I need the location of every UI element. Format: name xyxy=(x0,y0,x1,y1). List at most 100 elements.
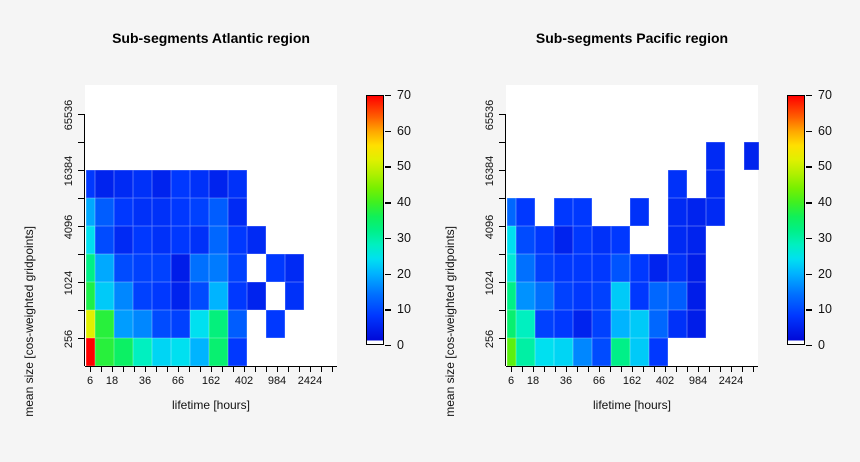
heatmap-cell xyxy=(95,254,114,282)
heatmap-cell xyxy=(516,338,535,366)
heatmap-cell xyxy=(95,170,114,198)
heatmap-cell xyxy=(133,310,152,338)
heatmap-cell xyxy=(114,282,133,310)
x-axis-tick xyxy=(610,367,612,372)
x-axis-tick xyxy=(266,367,268,372)
colorbar-tick-label: 0 xyxy=(818,338,825,352)
x-axis-tick xyxy=(731,367,733,372)
heatmap-cell xyxy=(611,282,630,310)
colorbar-tick xyxy=(806,130,812,133)
heatmap-cell xyxy=(507,282,516,310)
heatmap-cell xyxy=(171,170,190,198)
heatmap-cell xyxy=(706,142,725,170)
x-axis-tick xyxy=(233,367,235,372)
heatmap-cell xyxy=(152,170,171,198)
heatmap-cell xyxy=(507,338,516,366)
heatmap-cell xyxy=(190,254,209,282)
heatmap-cell xyxy=(190,170,209,198)
heatmap-cell xyxy=(668,310,687,338)
heatmap-cell xyxy=(516,226,535,254)
y-axis-tick xyxy=(499,170,505,172)
y-axis-tick xyxy=(499,142,505,144)
y-axis-label-text: mean size [cos-weighted gridpoints] xyxy=(443,225,457,417)
heatmap-cell xyxy=(152,226,171,254)
heatmap-cell xyxy=(687,310,706,338)
heatmap-cell xyxy=(535,254,554,282)
heatmap-cell xyxy=(190,310,209,338)
heatmap-cell xyxy=(649,338,668,366)
heatmap-cell xyxy=(95,282,114,310)
y-axis-tick xyxy=(78,198,84,200)
x-axis-tick xyxy=(90,367,92,372)
y-axis-tick xyxy=(499,282,505,284)
x-tick-label: 66 xyxy=(171,375,185,387)
colorbar-tick xyxy=(385,237,391,240)
colorbar-tick-label: 60 xyxy=(818,123,832,138)
y-axis-tick xyxy=(499,254,505,256)
x-axis-tick xyxy=(632,367,634,372)
heatmap-cell xyxy=(266,310,285,338)
y-axis-line xyxy=(83,114,85,366)
heatmap-cell xyxy=(152,338,171,366)
x-axis-tick xyxy=(720,367,722,372)
y-tick-label: 65536 xyxy=(63,99,75,130)
heatmap-cell xyxy=(114,338,133,366)
x-axis-tick xyxy=(321,367,323,372)
heatmap-cell xyxy=(573,282,592,310)
x-axis-tick xyxy=(288,367,290,372)
heatmap-cell xyxy=(573,310,592,338)
colorbar-tick xyxy=(806,345,812,347)
x-axis-label-atlantic: lifetime [hours] xyxy=(171,398,251,412)
x-tick-label: 36 xyxy=(138,375,152,387)
colorbar-tick xyxy=(385,166,391,168)
heatmap-cell xyxy=(171,198,190,226)
x-tick-label: 18 xyxy=(105,375,119,387)
y-tick-label: 65536 xyxy=(484,99,496,130)
heatmap-cell xyxy=(133,282,152,310)
heatmap-cell xyxy=(611,254,630,282)
plot-area-pacific: 6 18 36 66 162 402 984 2424 256 1024 4096 16384 6553… xyxy=(484,85,759,387)
colorbar-tick xyxy=(806,309,812,311)
y-axis-tick xyxy=(78,310,84,312)
heatmap-cell xyxy=(190,226,209,254)
x-tick-label: 402 xyxy=(234,375,254,387)
colorbar-tick xyxy=(385,130,391,133)
colorbar-tick-label: 40 xyxy=(818,195,832,210)
heatmap-cell xyxy=(209,310,228,338)
y-axis-tick xyxy=(78,254,84,256)
x-axis-tick xyxy=(277,367,279,372)
y-axis-tick xyxy=(78,170,84,172)
heatmap-cell xyxy=(611,310,630,338)
y-axis-tick xyxy=(499,226,505,228)
heatmap-cell xyxy=(573,198,592,226)
heatmap-cell xyxy=(554,226,573,254)
colorbar-tick-label: 40 xyxy=(397,195,411,210)
heatmap-cell xyxy=(649,282,668,310)
x-axis-line xyxy=(85,366,337,368)
x-axis-tick xyxy=(665,367,667,372)
x-axis-tick xyxy=(577,367,579,372)
heatmap-cell xyxy=(554,282,573,310)
heatmap-cell xyxy=(133,338,152,366)
colorbar-gradient xyxy=(787,95,805,345)
heatmap-cell xyxy=(95,198,114,226)
colorbar-tick xyxy=(806,273,812,275)
x-axis-line xyxy=(506,366,758,368)
x-axis-tick xyxy=(134,367,136,372)
x-tick-label: 66 xyxy=(592,375,606,387)
heatmap-cell xyxy=(133,170,152,198)
heatmap-cell xyxy=(516,198,535,226)
colorbar-atlantic: 0 10 20 30 40 50 60 70 xyxy=(366,88,426,352)
heatmap-cell xyxy=(554,254,573,282)
colorbar-tick xyxy=(806,237,812,240)
heatmap-cell xyxy=(152,310,171,338)
heatmap-cell xyxy=(209,282,228,310)
colorbar-tick xyxy=(806,95,812,97)
colorbar-tick-label: 60 xyxy=(397,123,411,138)
heatmap-cell xyxy=(228,310,247,338)
x-axis-tick xyxy=(599,367,601,372)
colorbar-tick-label: 20 xyxy=(818,266,832,281)
colorbar-tick xyxy=(385,202,391,204)
heatmap-cell xyxy=(152,254,171,282)
heatmap-cell xyxy=(171,226,190,254)
